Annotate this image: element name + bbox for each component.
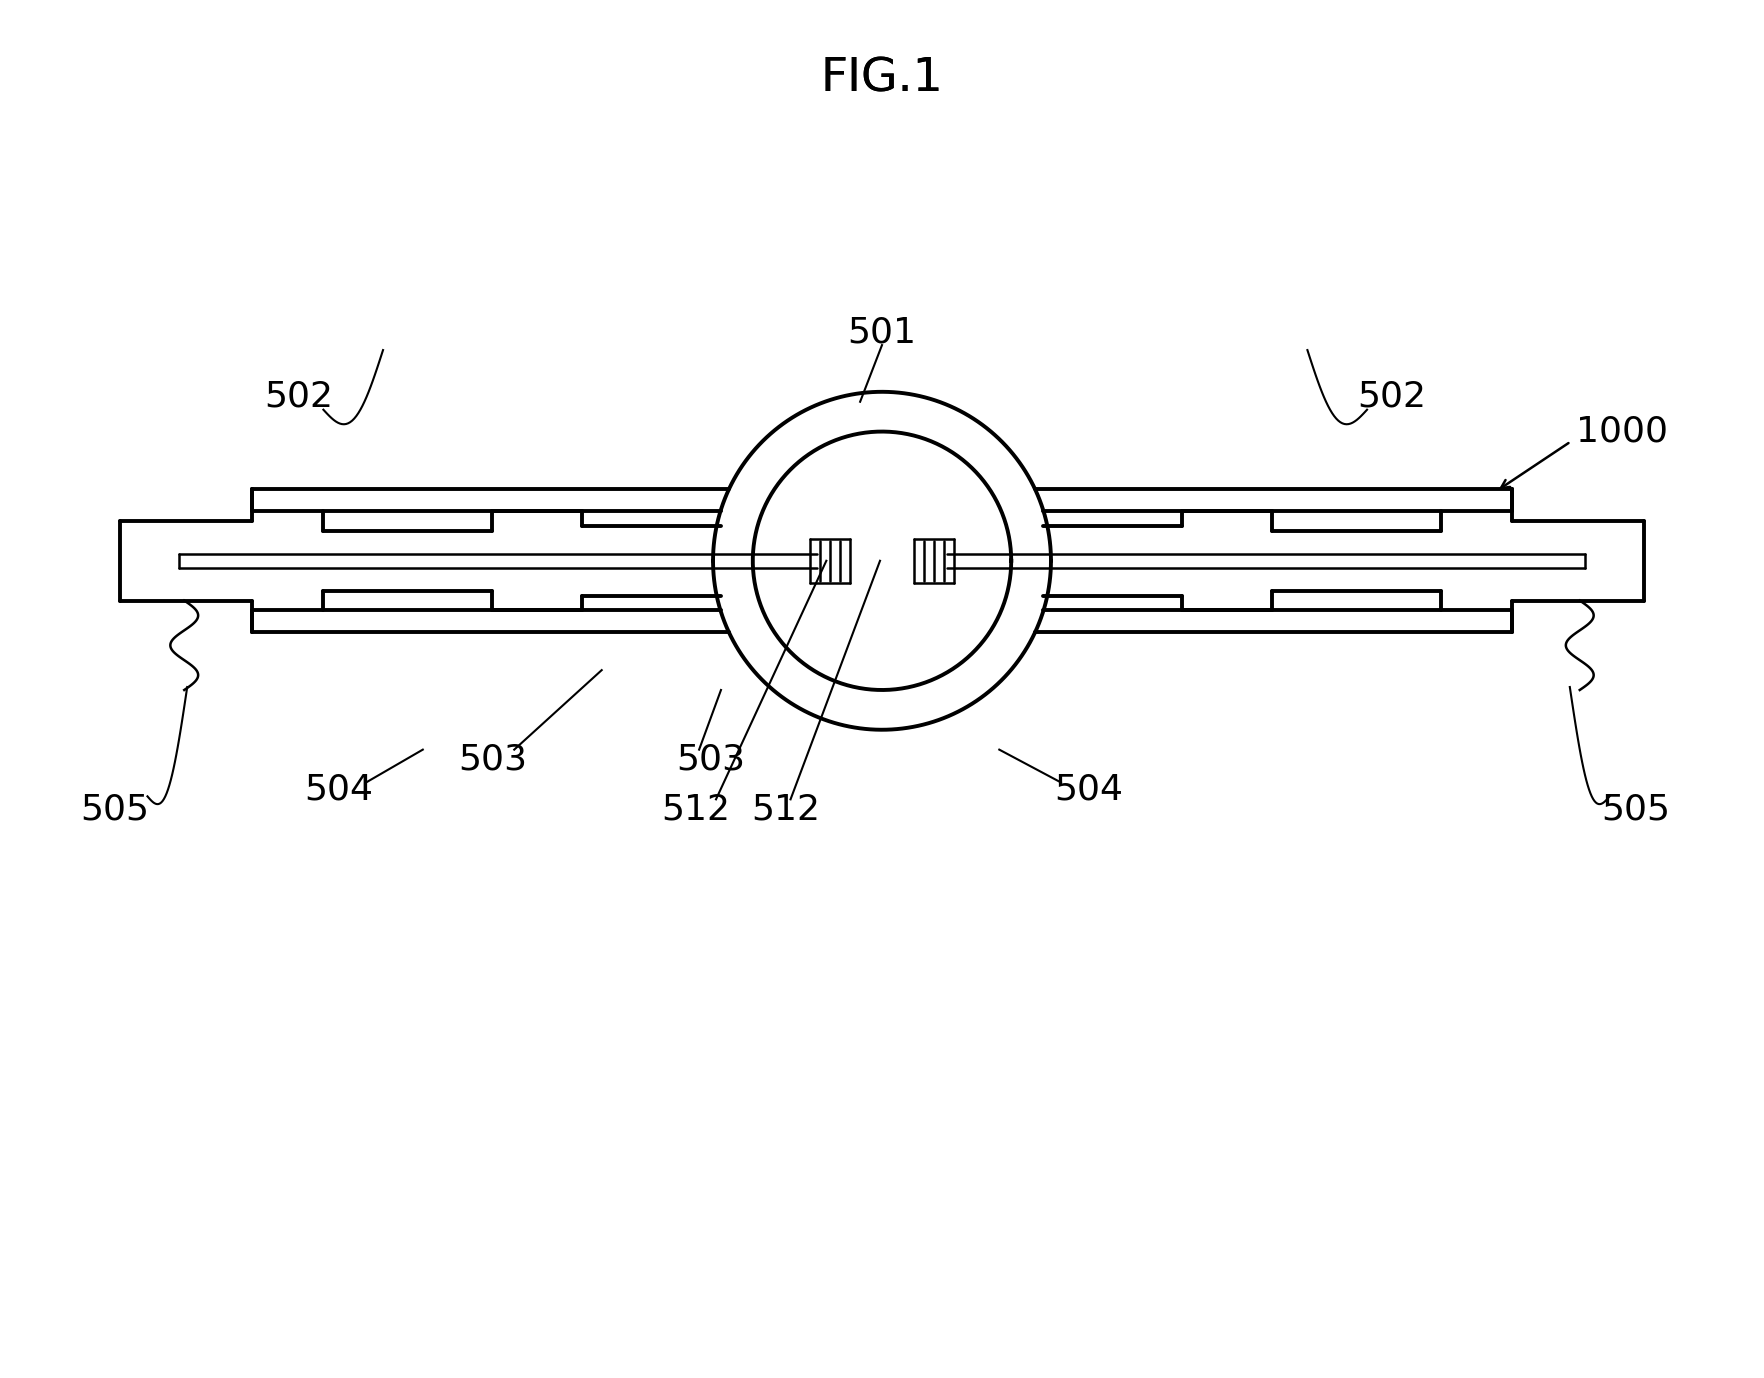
Text: 503: 503	[677, 743, 746, 777]
Text: 512: 512	[662, 792, 730, 827]
Text: FIG.1: FIG.1	[820, 56, 944, 101]
Text: 504: 504	[1055, 773, 1124, 806]
Text: 502: 502	[265, 380, 333, 413]
Text: 503: 503	[459, 743, 527, 777]
Text: 512: 512	[751, 792, 820, 827]
Text: FIG.1: FIG.1	[820, 56, 944, 101]
Text: 502: 502	[1357, 380, 1427, 413]
Text: 505: 505	[79, 792, 150, 827]
Text: 505: 505	[1602, 792, 1671, 827]
Text: 501: 501	[847, 316, 917, 349]
Text: 1000: 1000	[1575, 415, 1667, 449]
Text: 504: 504	[303, 773, 372, 806]
